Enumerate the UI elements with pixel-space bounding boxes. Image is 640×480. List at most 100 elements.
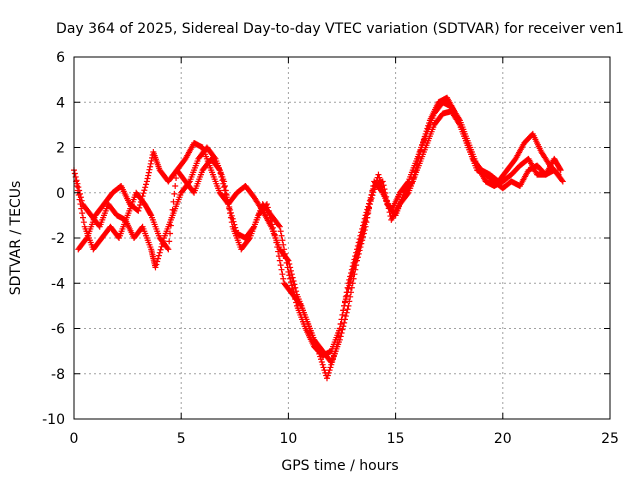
data-point-interp bbox=[325, 369, 332, 376]
y-tick-label: -10 bbox=[42, 412, 65, 428]
data-point-interp bbox=[218, 173, 225, 180]
data-point-interp bbox=[83, 236, 90, 243]
data-point-interp bbox=[147, 211, 154, 218]
data-point-interp bbox=[345, 285, 352, 292]
x-tick-label: 10 bbox=[279, 431, 297, 447]
data-point bbox=[375, 171, 382, 178]
data-point-interp bbox=[144, 175, 151, 182]
data-point-interp bbox=[366, 197, 373, 204]
x-tick-label: 0 bbox=[70, 431, 79, 447]
data-point-interp bbox=[232, 224, 239, 231]
data-point-interp bbox=[147, 163, 154, 170]
data-markers bbox=[71, 94, 566, 382]
data-point-interp bbox=[356, 236, 363, 243]
data-point-interp bbox=[145, 172, 152, 179]
data-point-interp bbox=[351, 271, 358, 278]
data-point-interp bbox=[344, 284, 351, 291]
data-point-interp bbox=[141, 187, 148, 194]
data-point-interp bbox=[352, 253, 359, 260]
data-point-interp bbox=[155, 252, 162, 259]
data-point-interp bbox=[350, 259, 357, 266]
series-3 bbox=[73, 108, 564, 359]
data-point-interp bbox=[364, 206, 371, 213]
data-point-interp bbox=[228, 212, 235, 219]
data-point-interp bbox=[404, 179, 411, 186]
data-point-interp bbox=[80, 214, 87, 221]
y-axis-label: SDTVAR / TECUs bbox=[8, 181, 24, 296]
data-point-interp bbox=[77, 201, 84, 208]
series-1 bbox=[71, 94, 562, 382]
data-point-interp bbox=[384, 201, 391, 208]
series-2 bbox=[75, 99, 566, 366]
data-point-interp bbox=[350, 275, 357, 282]
data-point-interp bbox=[77, 190, 84, 197]
data-point-interp bbox=[279, 237, 286, 244]
data-point-interp bbox=[147, 160, 154, 167]
data-point bbox=[559, 178, 566, 185]
data-point-interp bbox=[277, 262, 284, 269]
data-point-interp bbox=[358, 229, 365, 236]
data-point-interp bbox=[380, 182, 387, 189]
data-point-interp bbox=[287, 279, 294, 286]
data-point-interp bbox=[369, 188, 376, 195]
data-point-interp bbox=[337, 320, 344, 327]
data-point-interp bbox=[283, 259, 290, 266]
data-point-interp bbox=[289, 285, 296, 292]
data-point-interp bbox=[404, 190, 411, 197]
data-point-interp bbox=[341, 319, 348, 326]
data-point-interp bbox=[381, 186, 388, 193]
data-point-interp bbox=[282, 255, 289, 262]
data-point-interp bbox=[327, 364, 334, 371]
data-point-interp bbox=[281, 250, 288, 257]
data-point bbox=[285, 268, 292, 275]
x-tick-label: 15 bbox=[387, 431, 405, 447]
data-point bbox=[379, 178, 386, 185]
data-point-interp bbox=[279, 271, 286, 278]
y-tick-label: -8 bbox=[51, 367, 65, 383]
data-point-interp bbox=[167, 222, 174, 229]
data-point-interp bbox=[79, 210, 86, 217]
data-point-interp bbox=[361, 215, 368, 222]
data-point-interp bbox=[215, 165, 222, 172]
data-point-interp bbox=[156, 249, 163, 256]
data-point-interp bbox=[158, 243, 165, 250]
data-point-interp bbox=[275, 222, 282, 229]
data-point-interp bbox=[164, 245, 171, 252]
data-point-interp bbox=[231, 221, 238, 228]
data-point-interp bbox=[382, 189, 389, 196]
data-point-interp bbox=[173, 175, 180, 182]
x-tick-label: 20 bbox=[494, 431, 512, 447]
axis-ticks bbox=[73, 56, 611, 420]
data-point-interp bbox=[154, 258, 161, 265]
y-tick-label: 2 bbox=[56, 141, 65, 157]
data-point-interp bbox=[226, 204, 233, 211]
data-point-interp bbox=[146, 166, 153, 173]
data-point bbox=[276, 223, 283, 230]
data-point-interp bbox=[288, 282, 295, 289]
data-point-interp bbox=[324, 372, 331, 379]
data-point-interp bbox=[169, 206, 176, 213]
data-point-interp bbox=[217, 170, 224, 177]
data-point bbox=[354, 246, 361, 253]
data-point-interp bbox=[320, 364, 327, 371]
data-point-interp bbox=[342, 293, 349, 300]
data-point-interp bbox=[343, 289, 350, 296]
data-point-interp bbox=[286, 272, 293, 279]
data-point bbox=[336, 325, 343, 332]
data-point-interp bbox=[284, 264, 291, 271]
data-point-interp bbox=[148, 157, 155, 164]
y-tick-label: -2 bbox=[51, 231, 65, 247]
data-point-interp bbox=[227, 209, 234, 216]
data-point-interp bbox=[321, 367, 328, 374]
data-point-interp bbox=[292, 296, 299, 303]
data-point-interp bbox=[360, 222, 367, 229]
y-tick-label: 4 bbox=[56, 95, 65, 111]
data-point-interp bbox=[343, 309, 350, 316]
data-point-interp bbox=[346, 276, 353, 283]
data-point-interp bbox=[348, 266, 355, 273]
data-point-interp bbox=[338, 316, 345, 323]
y-tick-label: 6 bbox=[56, 50, 65, 66]
data-point-interp bbox=[143, 181, 150, 188]
chart-title: Day 364 of 2025, Sidereal Day-to-day VTE… bbox=[56, 21, 624, 37]
